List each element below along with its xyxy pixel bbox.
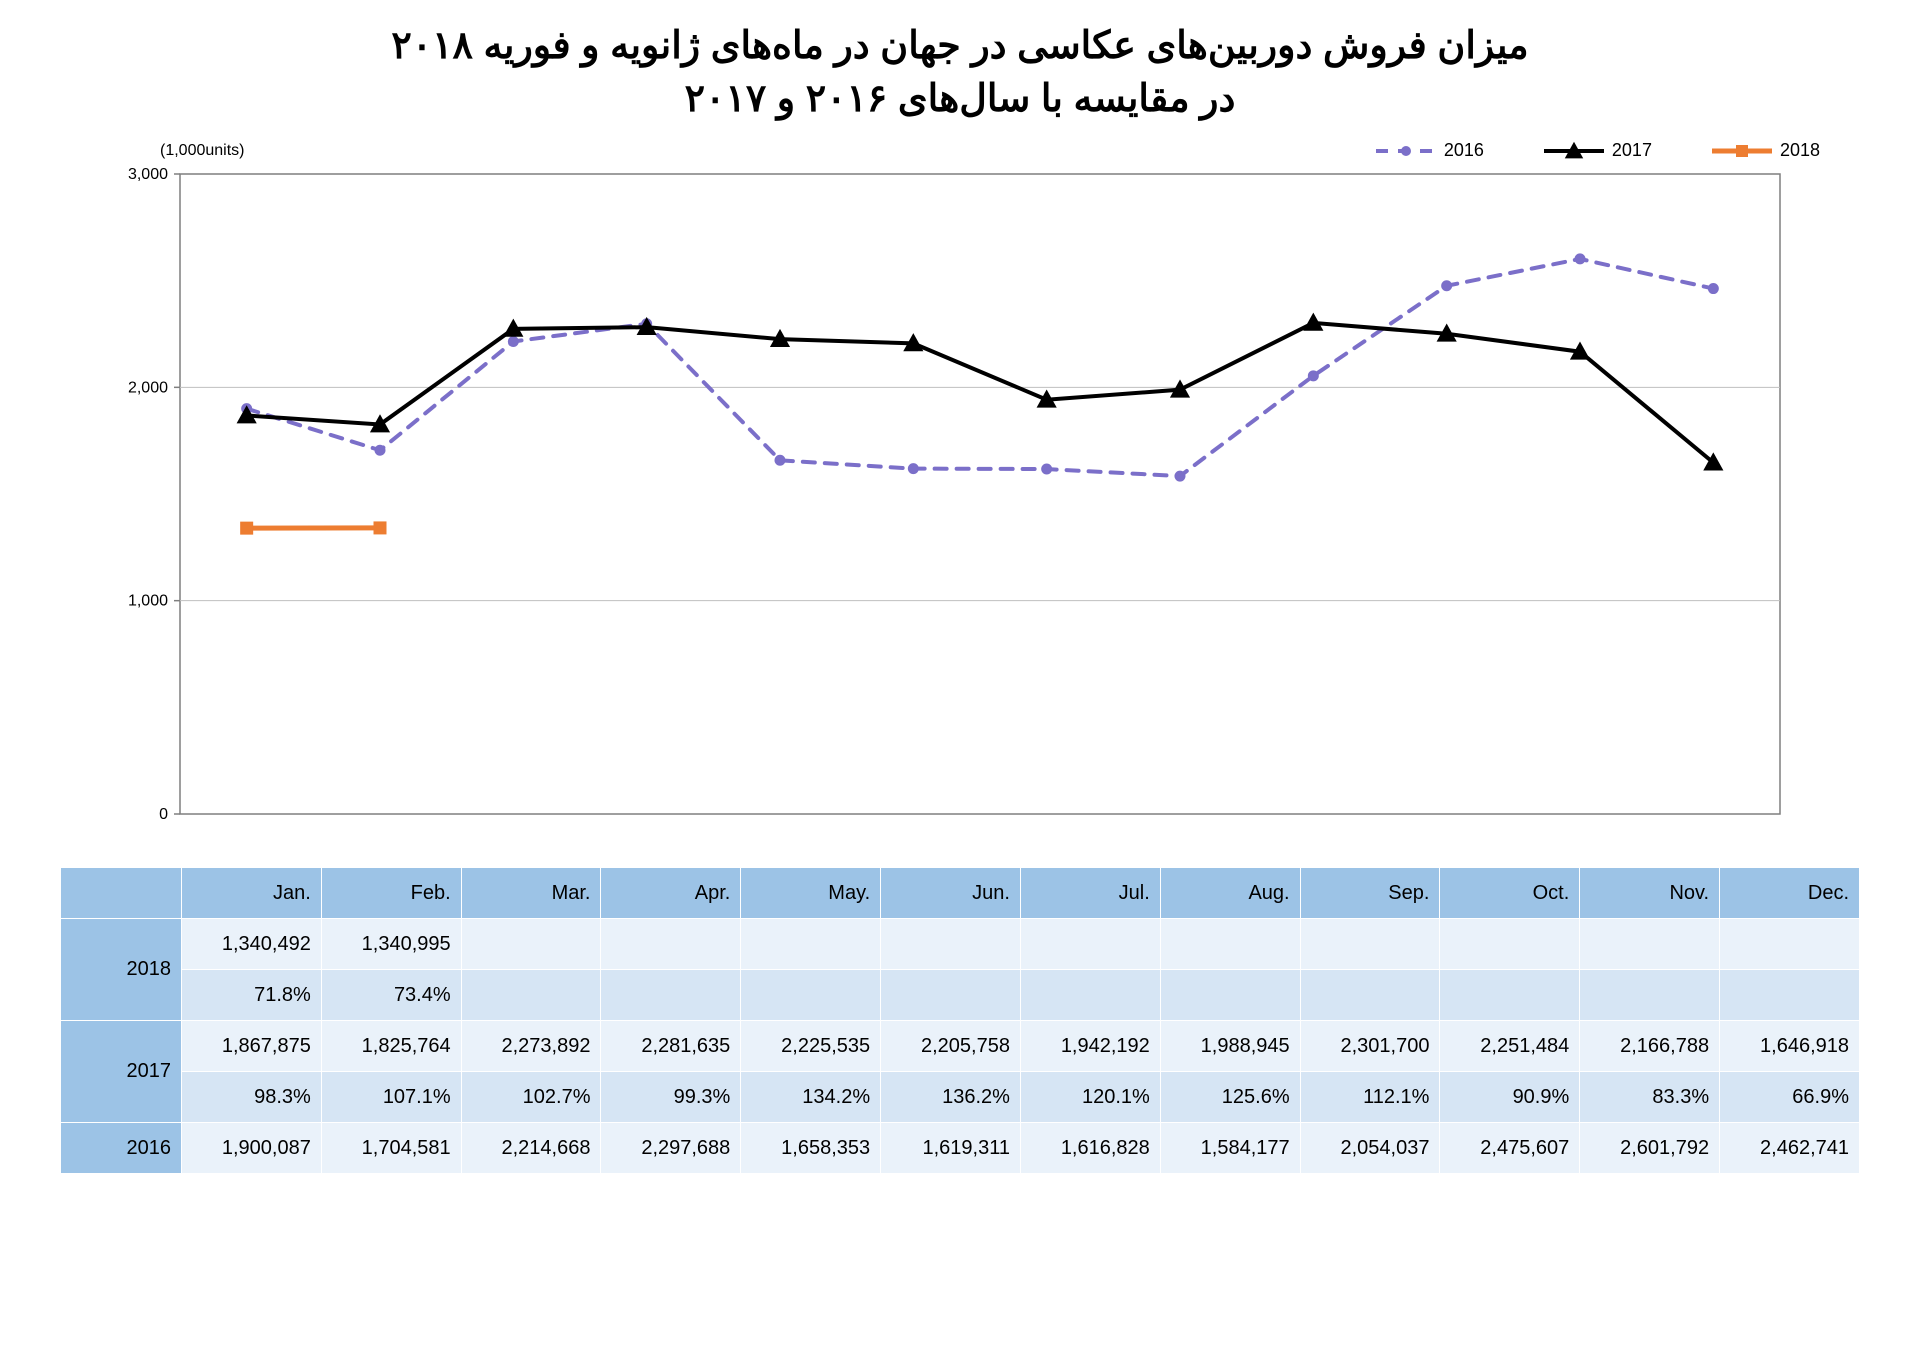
table-cell: 1,825,764	[321, 1021, 461, 1072]
legend-item-2018: 2018	[1712, 140, 1820, 161]
table-cell	[1300, 919, 1440, 970]
chart-legend: 2016 2017 2018	[1376, 140, 1820, 161]
table-cell: 99.3%	[601, 1072, 741, 1123]
table-cell	[461, 970, 601, 1021]
table-cell: 2,301,700	[1300, 1021, 1440, 1072]
table-year-label: 2016	[61, 1123, 182, 1174]
legend-label: 2018	[1780, 140, 1820, 161]
table-cell: 2,251,484	[1440, 1021, 1580, 1072]
svg-text:0: 0	[159, 806, 168, 823]
table-cell	[601, 919, 741, 970]
table-cell: 102.7%	[461, 1072, 601, 1123]
table-cell	[1020, 919, 1160, 970]
table-year-label: 2017	[61, 1021, 182, 1123]
line-chart: 0 1,000 2,000 3,000	[60, 144, 1820, 844]
table-cell: 71.8%	[182, 970, 322, 1021]
svg-text:2,000: 2,000	[128, 380, 168, 397]
table-cell	[1580, 919, 1720, 970]
table-header-month: Aug.	[1160, 868, 1300, 919]
svg-text:1,000: 1,000	[128, 593, 168, 610]
chart-area: (1,000units) 201620172018 01,0002,0003,0…	[60, 144, 1860, 849]
table-header-month: Dec.	[1720, 868, 1860, 919]
table-cell: 2,462,741	[1720, 1123, 1860, 1174]
table-cell	[741, 919, 881, 970]
table-cell: 1,619,311	[881, 1123, 1021, 1174]
table-cell: 2,214,668	[461, 1123, 601, 1174]
table-header-month: Apr.	[601, 868, 741, 919]
table-cell: 125.6%	[1160, 1072, 1300, 1123]
title-line-2: در مقایسه با سال‌های ۲۰۱۶ و ۲۰۱۷	[60, 73, 1860, 126]
table-cell	[881, 970, 1021, 1021]
table-cell: 2,225,535	[741, 1021, 881, 1072]
table-cell: 2,297,688	[601, 1123, 741, 1174]
table-cell: 112.1%	[1300, 1072, 1440, 1123]
table-cell: 1,616,828	[1020, 1123, 1160, 1174]
table-header-blank	[61, 868, 182, 919]
table-cell: 2,166,788	[1580, 1021, 1720, 1072]
table-cell: 2,601,792	[1580, 1123, 1720, 1174]
table-cell: 2,273,892	[461, 1021, 601, 1072]
table-cell: 1,584,177	[1160, 1123, 1300, 1174]
table-cell: 66.9%	[1720, 1072, 1860, 1123]
table-header-month: Feb.	[321, 868, 461, 919]
table-cell: 136.2%	[881, 1072, 1021, 1123]
table-cell	[1160, 970, 1300, 1021]
table-cell: 120.1%	[1020, 1072, 1160, 1123]
table-cell: 1,988,945	[1160, 1021, 1300, 1072]
chart-title: میزان فروش دوربین‌های عکاسی در جهان در م…	[60, 20, 1860, 126]
table-header-month: Oct.	[1440, 868, 1580, 919]
table-cell	[601, 970, 741, 1021]
table-header-month: Mar.	[461, 868, 601, 919]
legend-label: 2017	[1612, 140, 1652, 161]
svg-text:3,000: 3,000	[128, 166, 168, 183]
table-cell: 2,205,758	[881, 1021, 1021, 1072]
table-header-month: Nov.	[1580, 868, 1720, 919]
table-header-month: Jun.	[881, 868, 1021, 919]
table-cell: 1,340,492	[182, 919, 322, 970]
title-line-1: میزان فروش دوربین‌های عکاسی در جهان در م…	[60, 20, 1860, 73]
table-cell: 1,867,875	[182, 1021, 322, 1072]
table-cell: 1,704,581	[321, 1123, 461, 1174]
table-cell: 2,475,607	[1440, 1123, 1580, 1174]
legend-label: 2016	[1444, 140, 1484, 161]
table-cell	[1020, 970, 1160, 1021]
table-header-month: Jul.	[1020, 868, 1160, 919]
table-cell: 73.4%	[321, 970, 461, 1021]
table-cell: 134.2%	[741, 1072, 881, 1123]
table-year-label: 2018	[61, 919, 182, 1021]
table-cell: 98.3%	[182, 1072, 322, 1123]
table-cell: 1,942,192	[1020, 1021, 1160, 1072]
legend-item-2017: 2017	[1544, 140, 1652, 161]
table-cell: 1,658,353	[741, 1123, 881, 1174]
table-cell	[1720, 919, 1860, 970]
table-cell	[741, 970, 881, 1021]
table-cell: 107.1%	[321, 1072, 461, 1123]
table-cell	[1580, 970, 1720, 1021]
y-axis-unit: (1,000units)	[160, 142, 245, 160]
table-cell: 1,340,995	[321, 919, 461, 970]
table-cell	[461, 919, 601, 970]
table-cell: 90.9%	[1440, 1072, 1580, 1123]
table-cell	[1440, 970, 1580, 1021]
table-cell: 2,054,037	[1300, 1123, 1440, 1174]
table-cell	[881, 919, 1021, 970]
table-cell	[1440, 919, 1580, 970]
legend-item-2016: 2016	[1376, 140, 1484, 161]
table-cell: 1,900,087	[182, 1123, 322, 1174]
table-header-month: Jan.	[182, 868, 322, 919]
table-header-month: Sep.	[1300, 868, 1440, 919]
data-table: Jan.Feb.Mar.Apr.May.Jun.Jul.Aug.Sep.Oct.…	[60, 867, 1860, 1174]
table-cell: 2,281,635	[601, 1021, 741, 1072]
table-cell	[1160, 919, 1300, 970]
table-header-month: May.	[741, 868, 881, 919]
table-cell: 83.3%	[1580, 1072, 1720, 1123]
table-cell: 1,646,918	[1720, 1021, 1860, 1072]
table-cell	[1300, 970, 1440, 1021]
table-cell	[1720, 970, 1860, 1021]
